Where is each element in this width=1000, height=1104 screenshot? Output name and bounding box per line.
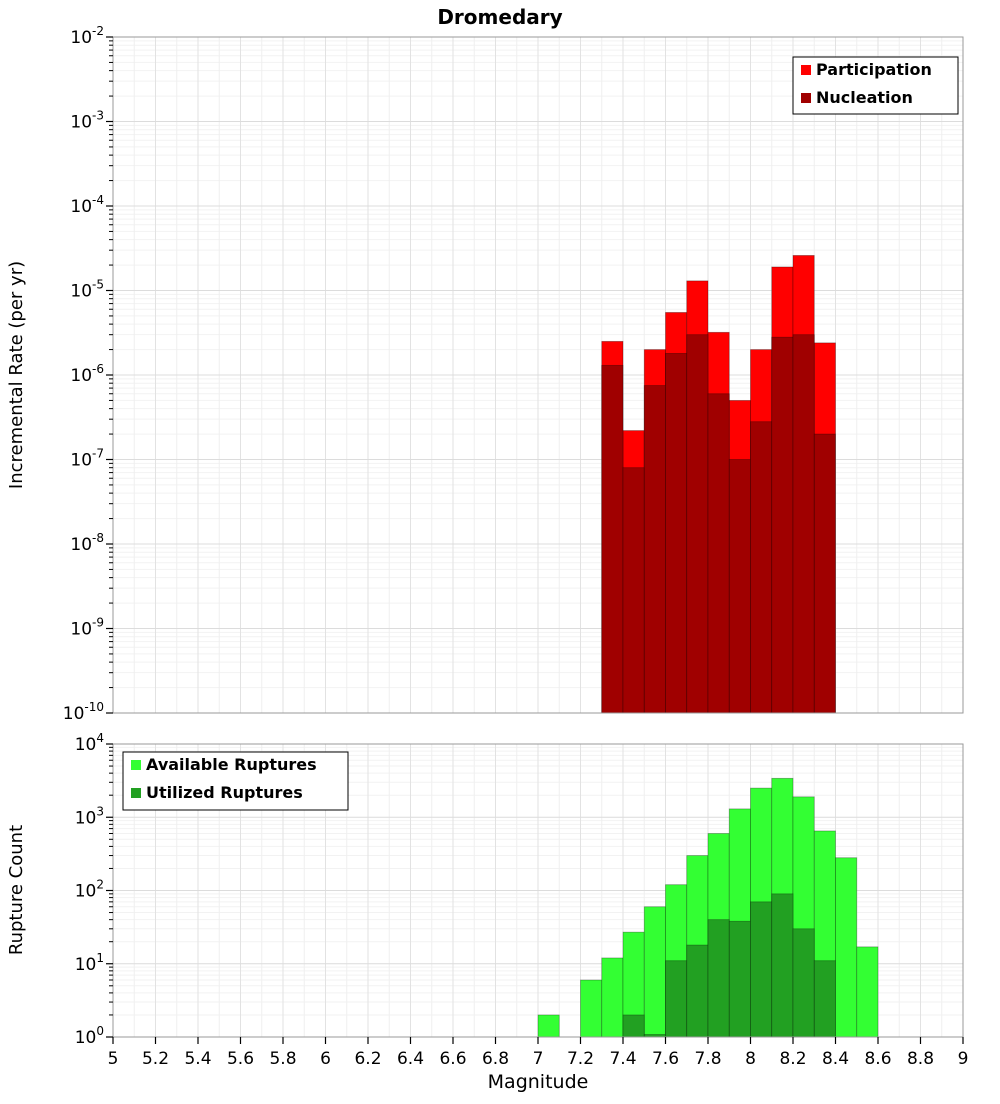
chart-title: Dromedary	[437, 5, 562, 29]
y-tick-label: 10-4	[70, 193, 104, 217]
nucleation-bar	[813, 433, 836, 714]
bars	[601, 255, 836, 714]
legend: Available Ruptures Utilized Ruptures	[122, 751, 349, 811]
legend-swatch-icon	[801, 65, 811, 75]
bars	[537, 777, 879, 1038]
x-tick-label: 7.4	[609, 1049, 636, 1069]
y-tick-label: 10-7	[70, 447, 104, 471]
x-tick-label: 7.2	[567, 1049, 594, 1069]
legend-box	[122, 751, 349, 811]
utilized-ruptures-bar	[622, 1014, 645, 1038]
nucleation-bar	[728, 459, 751, 714]
y-tick-label: 103	[75, 804, 104, 828]
utilized-ruptures-bar	[728, 920, 751, 1038]
x-tick-label: 7	[533, 1049, 544, 1069]
x-tick-label: 8.8	[907, 1049, 934, 1069]
available-ruptures-bar	[580, 979, 603, 1038]
x-tick-label: 5.4	[184, 1049, 211, 1069]
y-tick-label: 10-5	[70, 278, 104, 302]
utilized-ruptures-bar	[665, 960, 688, 1038]
utilized-ruptures-bar	[792, 928, 815, 1038]
y-tick-label: 10-9	[70, 616, 104, 640]
x-tick-label: 6.8	[482, 1049, 509, 1069]
y-tick-label: 10-3	[70, 109, 104, 133]
y-tick-label: 10-10	[63, 700, 104, 724]
available-ruptures-bar	[601, 957, 624, 1038]
available-ruptures-bar	[643, 906, 666, 1038]
x-tick-label: 5.8	[269, 1049, 296, 1069]
available-ruptures-bar	[856, 946, 879, 1038]
nucleation-bar	[686, 334, 709, 714]
x-tick-label: 6.6	[439, 1049, 466, 1069]
nucleation-bar	[622, 467, 645, 714]
available-ruptures-bar	[537, 1014, 560, 1038]
y-tick-label: 10-2	[70, 24, 104, 48]
legend-item-label: Available Ruptures	[146, 755, 317, 774]
legend-item-label: Utilized Ruptures	[146, 783, 303, 802]
bottom-y-axis-label: Rupture Count	[6, 825, 27, 955]
y-axis: 100 101 102 103 104	[75, 731, 113, 1048]
x-tick-label: 6.4	[397, 1049, 424, 1069]
nucleation-bar	[707, 393, 730, 714]
x-tick-label: 6.2	[354, 1049, 381, 1069]
utilized-ruptures-bar	[771, 893, 794, 1038]
x-axis: 5 5.2 5.4 5.6 5.8 6 6.2 6.4 6.6 6.8 7 7.2 7.4 7.6 7.8 8…	[108, 1037, 969, 1069]
nucleation-bar	[792, 334, 815, 714]
x-tick-label: 8	[745, 1049, 756, 1069]
y-tick-label: 10-6	[70, 362, 104, 386]
x-tick-label: 7.6	[652, 1049, 679, 1069]
nucleation-bar	[750, 421, 773, 714]
legend: Participation Nucleation	[792, 56, 959, 115]
y-axis: 10-10 10-9 10-8 10-7 10-6 10-5 10-4 10-3 10-2	[63, 24, 113, 724]
utilized-ruptures-bar	[707, 919, 730, 1038]
y-tick-label: 102	[75, 878, 104, 902]
y-tick-label: 104	[75, 731, 104, 755]
nucleation-bar	[601, 364, 624, 714]
x-tick-label: 9	[958, 1049, 969, 1069]
legend-swatch-icon	[131, 788, 141, 798]
x-axis-label: Magnitude	[488, 1071, 589, 1093]
y-tick-label: 100	[75, 1024, 104, 1048]
legend-item-label: Participation	[816, 60, 932, 79]
x-tick-label: 5	[108, 1049, 119, 1069]
top-y-axis-label: Incremental Rate (per yr)	[6, 261, 27, 489]
utilized-ruptures-bar	[750, 901, 773, 1038]
available-ruptures-bar	[835, 857, 858, 1038]
rupture-count-panel: 100 101 102 103 104 5 5.2 5.4 5.6 5.8 6 6.2 6.4 6.6 6.…	[75, 731, 969, 1069]
x-tick-label: 5.2	[142, 1049, 169, 1069]
y-tick-label: 101	[75, 951, 104, 975]
legend-box	[792, 56, 959, 115]
x-tick-label: 6	[320, 1049, 331, 1069]
legend-item-label: Nucleation	[816, 88, 913, 107]
legend-swatch-icon	[131, 760, 141, 770]
nucleation-bar	[643, 385, 666, 714]
y-tick-label: 10-8	[70, 531, 104, 555]
nucleation-bar	[665, 353, 688, 714]
nucleation-bar	[771, 336, 794, 714]
x-tick-label: 8.4	[822, 1049, 849, 1069]
utilized-ruptures-bar	[813, 960, 836, 1038]
x-tick-label: 7.8	[694, 1049, 721, 1069]
x-tick-label: 8.2	[779, 1049, 806, 1069]
legend-swatch-icon	[801, 93, 811, 103]
incremental-rate-panel: 10-10 10-9 10-8 10-7 10-6 10-5 10-4 10-3 10-2 Par…	[63, 24, 964, 724]
x-tick-label: 5.6	[227, 1049, 254, 1069]
utilized-ruptures-bar	[686, 944, 709, 1038]
x-tick-label: 8.6	[864, 1049, 891, 1069]
